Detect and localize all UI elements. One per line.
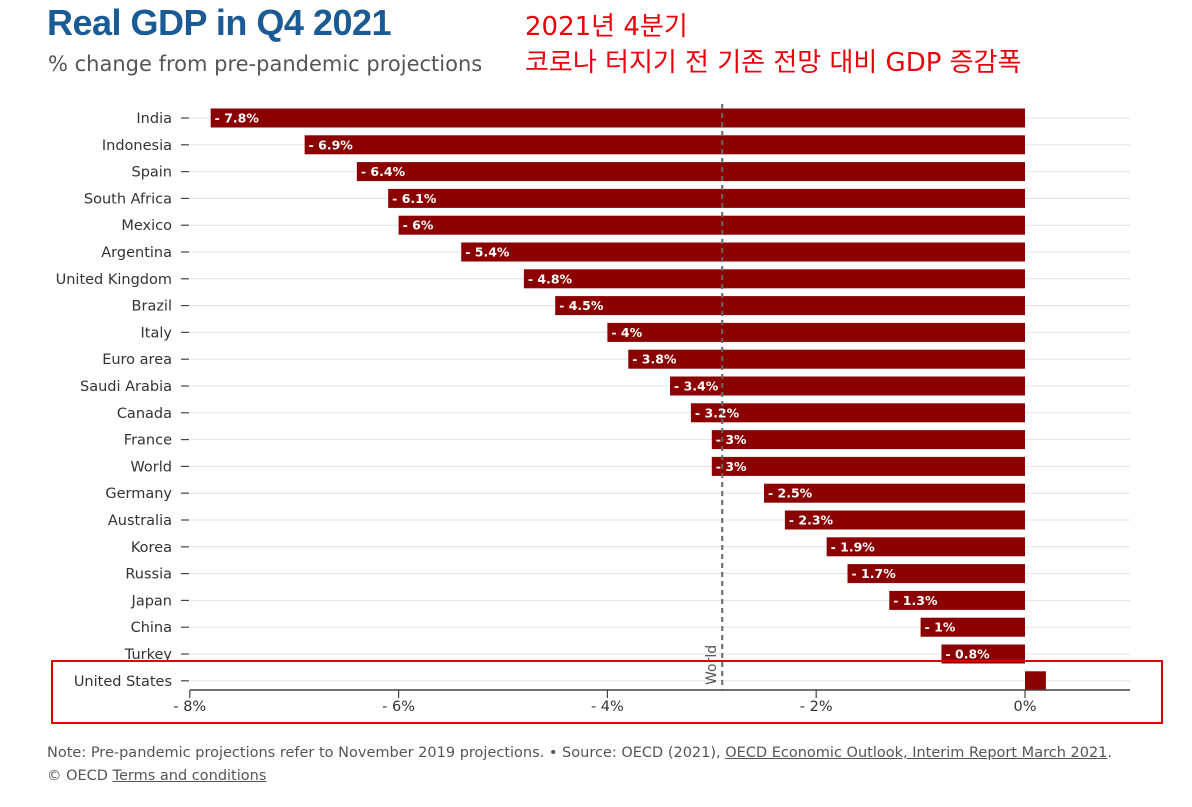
bar-mexico (398, 215, 1026, 235)
category-label-brazil: Brazil (132, 299, 172, 315)
bar-australia (784, 510, 1025, 530)
reference-line-label: World (704, 645, 720, 685)
bar-germany (764, 483, 1025, 503)
category-label-australia: Australia (108, 513, 172, 529)
footnote-line-1: Note: Pre-pandemic projections refer to … (47, 742, 1112, 765)
category-label-united-states: United States (74, 674, 172, 690)
data-label-russia: - 1.7% (852, 566, 897, 581)
data-label-india: - 7.8% (215, 111, 260, 126)
highlight-box-united-states (51, 660, 1163, 724)
data-label-euro-area: - 3.8% (632, 352, 677, 367)
category-label-japan: Japan (131, 593, 172, 609)
category-label-mexico: Mexico (121, 218, 172, 234)
data-label-south-africa: - 6.1% (392, 191, 437, 206)
data-label-canada: - 3.2% (695, 405, 740, 420)
footnote-period: . (1107, 745, 1113, 761)
bar-euro-area (628, 349, 1025, 369)
category-label-india: India (136, 111, 172, 127)
data-label-indonesia: - 6.9% (309, 137, 354, 152)
data-label-mexico: - 6% (403, 218, 434, 233)
data-label-brazil: - 4.5% (559, 298, 604, 313)
data-label-world: - 3% (716, 459, 747, 474)
x-axis: - 8% - 6% - 4% - 2% 0% (173, 689, 1130, 715)
bar-argentina (461, 242, 1025, 262)
bar-south-africa (388, 188, 1025, 208)
bar-united-kingdom (523, 269, 1025, 289)
data-label-france: - 3% (716, 432, 747, 447)
category-label-china: China (131, 620, 172, 636)
data-label-korea: - 1.9% (831, 539, 876, 554)
category-label-united-kingdom: United Kingdom (56, 272, 172, 288)
data-label-argentina: - 5.4% (465, 245, 510, 260)
bar-brazil (555, 296, 1025, 316)
category-label-turkey: Turkey (124, 647, 173, 663)
x-tick-label: - 6% (382, 699, 415, 715)
x-tick-label: - 2% (800, 699, 833, 715)
bars: - 7.8% - 6.9% - 6.4% - 6.1% - 6% - 5.4% - 4.8%… (210, 108, 1046, 691)
bar-saudi-arabia (670, 376, 1025, 396)
data-label-saudi-arabia: - 3.4% (674, 379, 719, 394)
category-label-korea: Korea (131, 540, 172, 556)
bar-world (711, 456, 1025, 476)
bar-spain (356, 162, 1026, 182)
data-label-japan: - 1.3% (893, 593, 938, 608)
bar-japan (889, 590, 1025, 610)
bar-india (210, 108, 1025, 128)
x-tick-label: - 4% (591, 699, 624, 715)
footnote-text: Note: Pre-pandemic projections refer to … (47, 745, 726, 761)
chart-subtitle: % change from pre-pandemic projections (48, 52, 483, 76)
category-labels: India Indonesia Spain South Africa Mexico Arg… (56, 111, 189, 690)
data-label-australia: - 2.3% (789, 513, 834, 528)
footnote-line-2: © OECD Terms and conditions (47, 765, 1112, 788)
source-link[interactable]: OECD Economic Outlook, Interim Report Ma… (725, 745, 1108, 761)
category-label-south-africa: South Africa (84, 191, 172, 207)
bar-russia (847, 564, 1025, 584)
bar-italy (607, 322, 1025, 342)
bar-korea (826, 537, 1025, 557)
bar-indonesia (304, 135, 1025, 155)
bar-china (920, 617, 1025, 637)
x-tick-label: - 8% (173, 699, 206, 715)
category-label-italy: Italy (141, 325, 173, 341)
x-tick-label: 0% (1013, 699, 1036, 715)
copyright-text: © OECD (47, 768, 113, 784)
data-label-united-kingdom: - 4.8% (528, 271, 573, 286)
data-label-spain: - 6.4% (361, 164, 406, 179)
category-label-france: France (124, 433, 172, 449)
chart-title: Real GDP in Q4 2021 (47, 2, 392, 43)
category-label-indonesia: Indonesia (102, 138, 172, 154)
world-reference-line: World (704, 104, 724, 690)
terms-link[interactable]: Terms and conditions (112, 768, 267, 784)
category-label-world: World (130, 459, 172, 475)
data-label-turkey: - 0.8% (945, 647, 990, 662)
bar-canada (690, 403, 1025, 423)
category-label-russia: Russia (125, 567, 172, 583)
data-label-china: - 1% (925, 620, 956, 635)
korean-annotation: 2021년 4분기 코로나 터지기 전 기존 전망 대비 GDP 증감폭 (525, 9, 1021, 81)
korean-annotation-line-2: 코로나 터지기 전 기존 전망 대비 GDP 증감폭 (525, 48, 1022, 78)
korean-annotation-line-1: 2021년 4분기 (525, 12, 688, 42)
category-label-saudi-arabia: Saudi Arabia (80, 379, 172, 395)
category-label-canada: Canada (117, 406, 172, 422)
bar-united-states (1025, 671, 1046, 691)
data-label-italy: - 4% (611, 325, 642, 340)
bar-france (711, 430, 1025, 450)
category-label-euro-area: Euro area (102, 352, 172, 368)
category-label-argentina: Argentina (101, 245, 172, 261)
bar-turkey (941, 644, 1025, 664)
data-label-germany: - 2.5% (768, 486, 813, 501)
footnote: Note: Pre-pandemic projections refer to … (47, 742, 1112, 788)
category-label-spain: Spain (131, 165, 172, 181)
category-label-germany: Germany (105, 486, 172, 502)
